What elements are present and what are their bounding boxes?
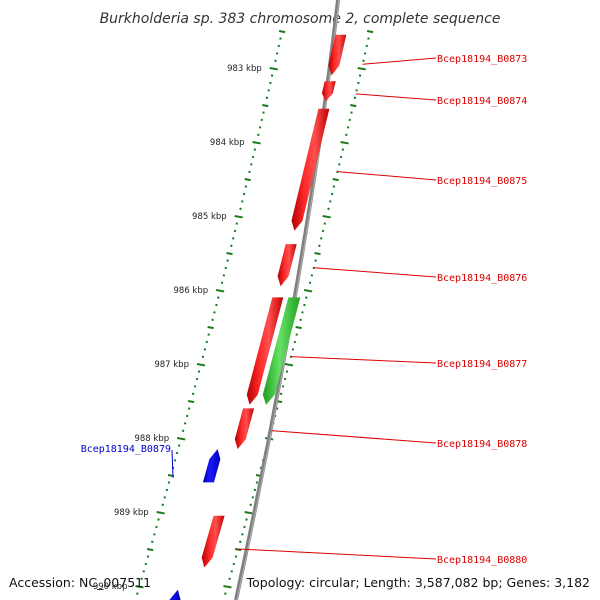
tick-track-outer xyxy=(223,30,374,595)
kbp-tick-label: 984 kbp xyxy=(210,138,245,148)
kbp-scale: 983 kbp 984 kbp 985 kbp 986 kbp 987 kbp 988 k… xyxy=(93,64,262,592)
gene-arrow[interactable] xyxy=(202,449,221,483)
gene-label[interactable]: Bcep18194_B0874 xyxy=(437,96,527,107)
tick-mark xyxy=(314,252,321,256)
tick-mark xyxy=(252,141,261,145)
tick-mark xyxy=(269,67,278,71)
tick-mark xyxy=(366,30,374,34)
gene-label[interactable]: Bcep18194_B0877 xyxy=(437,359,527,370)
kbp-tick-label: 989 kbp xyxy=(114,508,149,518)
label-connector xyxy=(238,548,437,560)
gene-label[interactable]: Bcep18194_B0876 xyxy=(437,273,527,284)
gene-label[interactable]: Bcep18194_B0880 xyxy=(437,555,527,566)
tick-mark xyxy=(176,437,186,441)
gene-label[interactable]: Bcep18194_B0879 xyxy=(81,444,171,455)
gene-labels: Bcep18194_B0873 Bcep18194_B0874 Bcep18194_… xyxy=(81,54,528,566)
gene-track xyxy=(161,34,347,600)
tick-mark xyxy=(262,104,269,108)
kbp-tick-label: 987 kbp xyxy=(154,360,189,370)
gene-arrow[interactable] xyxy=(161,589,181,600)
gene-feature-outer[interactable] xyxy=(262,297,301,405)
topology-summary: Topology: circular; Length: 3,587,082 bp… xyxy=(246,575,590,590)
gene-arrow[interactable] xyxy=(291,108,330,231)
tick-mark xyxy=(322,215,331,219)
tick-mark xyxy=(215,289,225,293)
label-connector xyxy=(290,356,437,364)
tick-mark xyxy=(234,215,243,219)
tick-mark xyxy=(284,363,294,367)
tick-mark xyxy=(244,178,251,182)
label-connector xyxy=(171,449,174,478)
kbp-tick-label: 985 kbp xyxy=(192,212,227,222)
map-title: Burkholderia sp. 383 chromosome 2, compl… xyxy=(100,11,501,27)
gene-label[interactable]: Bcep18194_B0878 xyxy=(437,439,527,450)
gene-arrow[interactable] xyxy=(201,515,225,568)
tick-mark xyxy=(196,363,206,367)
gene-arrow[interactable] xyxy=(328,34,347,76)
label-connector xyxy=(313,267,437,278)
label-connector xyxy=(271,430,437,444)
gene-arrow[interactable] xyxy=(234,408,255,450)
tick-mark xyxy=(135,585,144,589)
gene-label-connectors xyxy=(171,57,437,560)
label-connector xyxy=(362,57,437,65)
tick-mark xyxy=(295,326,302,330)
gene-label[interactable]: Bcep18194_B0875 xyxy=(437,176,527,187)
kbp-tick-label: 986 kbp xyxy=(174,286,209,296)
label-connector xyxy=(337,171,437,181)
tick-mark xyxy=(207,326,214,330)
tick-mark xyxy=(156,511,165,515)
kbp-tick-label: 990 kbp xyxy=(93,582,128,592)
label-connector xyxy=(355,93,437,101)
tick-mark xyxy=(332,178,339,182)
accession-text: Accession: NC_007511 xyxy=(9,575,152,590)
tick-mark xyxy=(340,141,349,145)
tick-mark xyxy=(187,400,195,404)
gene-arrow[interactable] xyxy=(277,244,297,287)
tick-track-inner xyxy=(135,30,286,595)
kbp-tick-label: 988 kbp xyxy=(134,434,169,444)
tick-mark xyxy=(357,67,366,71)
tick-mark xyxy=(234,548,242,552)
gene-label[interactable]: Bcep18194_B0873 xyxy=(437,54,527,65)
tick-mark xyxy=(278,30,286,34)
tick-mark xyxy=(303,289,313,293)
gene-arrow[interactable] xyxy=(321,81,336,102)
tick-mark xyxy=(146,548,154,552)
tick-mark xyxy=(244,511,253,515)
tick-mark xyxy=(350,104,357,108)
gene-arrow[interactable] xyxy=(246,297,284,405)
kbp-tick-label: 983 kbp xyxy=(227,64,262,74)
tick-mark xyxy=(223,585,232,589)
tick-mark xyxy=(226,252,233,256)
